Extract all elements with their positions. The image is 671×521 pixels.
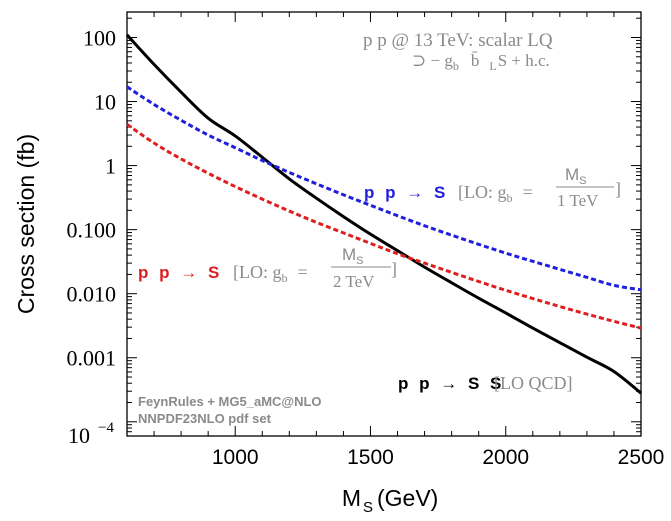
red-series-label: p p → S (138, 263, 222, 282)
lagrangian-label: ⊃ − gb b̄ LS + h.c. (412, 51, 550, 73)
red-lo-label: [LO: gb = (233, 262, 308, 285)
blue-frac-den: 1 TeV (557, 191, 599, 210)
blue-lo-eq: = (523, 182, 533, 202)
y-tick-label: 0.001 (67, 346, 117, 371)
x-axis-label-unit: (GeV) (377, 485, 438, 511)
x-tick-label: 2500 (618, 446, 665, 469)
y-tick-label: 0.010 (67, 282, 117, 307)
black-lo-label: [LO QCD] (494, 373, 573, 393)
series-line-blue (126, 85, 642, 292)
process-label: p p @ 13 TeV: scalar LQ (363, 30, 553, 51)
lagrangian-sub-b: b (453, 59, 459, 73)
blue-frac-num-sub: S (579, 175, 586, 187)
y-tick-label: 1 (105, 154, 116, 179)
tool-credit-line-2: NNPDF23NLO pdf set (138, 411, 272, 426)
blue-close-bracket: ] (615, 179, 621, 199)
series-line-red (126, 123, 642, 330)
black-series-label: p p → S S (398, 374, 504, 393)
axis-ticks (126, 12, 642, 437)
blue-lo-text: [LO: g (458, 182, 507, 202)
y-tick-label: 10 (94, 90, 116, 115)
lagrangian-part-1: ⊃ − g (412, 51, 453, 70)
red-frac-num-sub: S (356, 255, 363, 267)
plot-frame (126, 11, 642, 437)
lagrangian-sub-l: L (489, 59, 496, 73)
y-tick-label: 0.100 (67, 218, 117, 243)
red-frac-num: MS (342, 245, 364, 267)
x-tick-label: 1000 (212, 446, 259, 469)
tool-credit-line-1: FeynRules + MG5_aMC@NLO (138, 394, 322, 409)
blue-lo-label: [LO: gb = (458, 182, 533, 205)
x-tick-label: 2000 (482, 446, 529, 469)
y-tick-label-1e-4-base: 10 (68, 423, 90, 448)
red-frac-num-m: M (342, 245, 356, 264)
y-tick-label: 100 (83, 25, 116, 50)
blue-frac-num: MS (565, 165, 587, 187)
red-close-bracket: ] (391, 259, 397, 279)
x-tick-label: 1500 (347, 446, 394, 469)
y-tick-labels: 0.001 0.010 0.100 1 10 100 (67, 25, 117, 370)
red-lo-text: [LO: g (233, 262, 282, 282)
blue-lo-sub: b (507, 191, 513, 205)
red-frac-den: 2 TeV (333, 272, 375, 291)
x-axis-label: M (342, 485, 361, 511)
y-tick-label-1e-4-exp: −4 (98, 420, 114, 436)
series-lines (125, 33, 642, 395)
red-lo-sub: b (282, 271, 288, 285)
blue-series-label: p p → S (364, 183, 448, 202)
blue-frac-num-m: M (565, 165, 579, 184)
x-tick-labels: 1000 1500 2000 2500 (212, 446, 665, 469)
lagrangian-end: S + h.c. (498, 51, 550, 70)
x-axis-label-sub: S (363, 499, 373, 516)
y-axis-label: Cross section (fb) (13, 134, 39, 314)
red-lo-eq: = (298, 262, 308, 282)
lagrangian-bbar: b̄ (471, 51, 480, 70)
series-line-black (125, 33, 642, 395)
